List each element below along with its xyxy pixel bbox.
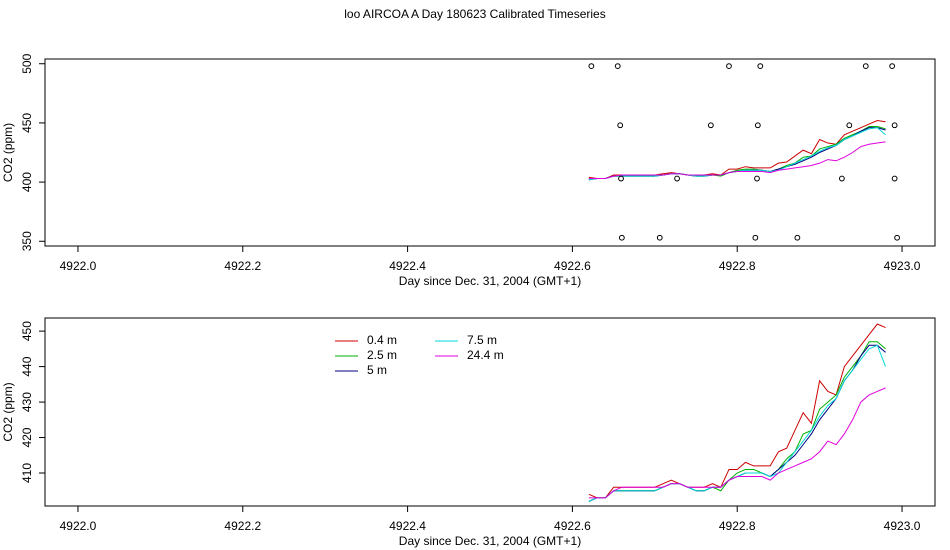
x-axis-label: Day since Dec. 31, 2004 (GMT+1) <box>399 534 581 548</box>
x-axis-label: Day since Dec. 31, 2004 (GMT+1) <box>399 274 581 288</box>
x-tick-label: 4922.8 <box>719 519 756 533</box>
y-axis-label: CO2 (ppm) <box>1 123 15 182</box>
flag-marker <box>618 234 625 241</box>
x-tick-label: 4922.6 <box>554 519 591 533</box>
x-tick-label: 4922.8 <box>719 259 756 273</box>
flag-marker <box>891 175 898 182</box>
flag-marker <box>588 63 595 70</box>
x-tick-label: 4922.6 <box>554 259 591 273</box>
series-line <box>588 341 886 502</box>
flag-marker <box>889 63 896 70</box>
flag-marker <box>862 63 869 70</box>
flag-marker <box>707 122 714 129</box>
y-tick-label: 450 <box>20 113 34 133</box>
y-tick-label: 450 <box>20 321 34 341</box>
chart-title: loo AIRCOA A Day 180623 Calibrated Times… <box>344 7 605 21</box>
y-tick-label: 500 <box>20 53 34 73</box>
x-tick-label: 4922.4 <box>389 259 426 273</box>
series-line <box>588 344 887 502</box>
series-line <box>588 344 886 502</box>
series-line <box>588 141 886 180</box>
legend-label: 24.4 m <box>467 348 504 362</box>
y-tick-label: 440 <box>20 356 34 376</box>
y-axis-label: CO2 (ppm) <box>1 382 15 441</box>
flag-marker <box>838 175 845 182</box>
flag-marker <box>618 175 624 182</box>
x-tick-label: 4922.0 <box>60 519 97 533</box>
flag-marker <box>674 175 680 182</box>
series-line <box>588 387 886 499</box>
legend-label: 0.4 m <box>367 333 397 347</box>
plot-frame <box>44 58 936 247</box>
flag-marker <box>726 63 732 70</box>
flag-marker <box>891 122 898 129</box>
y-tick-label: 400 <box>20 172 34 192</box>
x-tick-label: 4923.0 <box>884 519 921 533</box>
flag-marker <box>794 234 801 241</box>
flag-marker <box>754 122 761 129</box>
y-tick-label: 430 <box>20 392 34 412</box>
flag-marker <box>614 63 621 70</box>
y-tick-label: 410 <box>20 463 34 483</box>
flag-marker <box>752 234 759 241</box>
legend-label: 7.5 m <box>467 333 497 347</box>
x-tick-label: 4922.2 <box>224 259 261 273</box>
x-tick-label: 4922.4 <box>389 519 426 533</box>
flag-marker <box>617 122 624 129</box>
x-tick-label: 4922.2 <box>224 519 261 533</box>
flag-marker <box>846 122 853 129</box>
x-tick-label: 4923.0 <box>884 259 921 273</box>
plot-frame <box>44 317 936 507</box>
legend-label: 2.5 m <box>367 348 397 362</box>
x-tick-label: 4922.0 <box>60 259 97 273</box>
legend-label: 5 m <box>367 363 387 377</box>
y-tick-label: 350 <box>20 231 34 251</box>
flag-marker <box>656 234 663 241</box>
flag-marker <box>757 63 764 70</box>
flag-marker <box>894 234 900 241</box>
series-line <box>588 323 886 499</box>
flag-marker <box>754 175 760 182</box>
y-tick-label: 420 <box>20 427 34 447</box>
